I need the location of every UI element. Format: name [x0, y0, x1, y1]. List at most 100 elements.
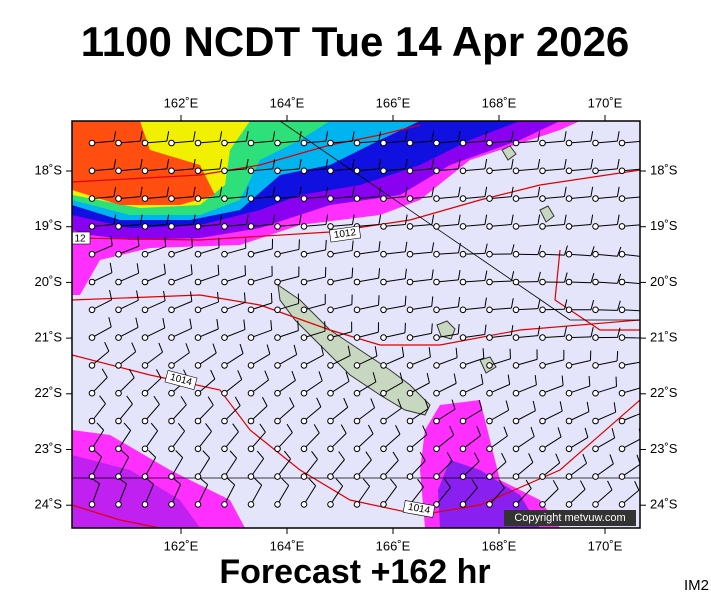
wind-barb [539, 326, 567, 341]
barb-staff [621, 463, 640, 478]
wind-barb [486, 400, 510, 425]
wind-barb [539, 349, 565, 369]
barb-flag [216, 319, 219, 330]
wind-barb [486, 298, 514, 314]
barb-flag [404, 241, 408, 252]
barb-station [141, 139, 149, 147]
barb-staff [171, 484, 182, 505]
barb-flag [281, 477, 290, 486]
barb-flag [264, 370, 270, 381]
barb-flag [108, 317, 112, 328]
barb-staff [144, 457, 157, 477]
wind-barb [221, 158, 249, 175]
barb-station [247, 473, 255, 480]
barb-station [486, 445, 493, 453]
wind-barb [115, 263, 140, 286]
barb-flag [617, 300, 621, 311]
isobar [554, 249, 640, 331]
wind-barb [353, 186, 382, 202]
barb-staff [250, 196, 273, 200]
barb-station [459, 195, 467, 202]
barb-station [618, 223, 626, 230]
wind-barb [274, 239, 300, 258]
barb-staff [277, 303, 299, 311]
island-lifou [436, 320, 456, 340]
wind-barb [88, 262, 113, 286]
barb-staff [277, 276, 299, 283]
barb-flag [404, 268, 407, 279]
barb-staff [303, 223, 326, 227]
barb-station [327, 389, 334, 397]
barb-station [353, 306, 361, 314]
barb-flag [480, 373, 484, 384]
barb-staff [409, 140, 432, 144]
wind-barb [247, 214, 276, 230]
wind-barb [433, 452, 453, 480]
wind-barb [486, 348, 511, 369]
barb-station [512, 445, 520, 453]
barb-flag [510, 186, 514, 197]
barb-staff [462, 487, 478, 505]
lat-label: 22˚S [650, 385, 678, 400]
barb-staff [409, 434, 428, 450]
barb-flag [351, 131, 355, 142]
lon-label: 168˚E [482, 95, 517, 110]
wind-barb [406, 425, 428, 453]
barb-station [115, 139, 122, 147]
wind-barb [592, 327, 621, 341]
wind-barb [380, 322, 406, 341]
wind-barb [115, 342, 137, 369]
wind-barb [539, 427, 562, 453]
wind-barb [406, 323, 433, 341]
barb-staff [118, 299, 139, 311]
barb-flag [192, 131, 196, 142]
wind-barb [327, 214, 355, 230]
barb-staff [277, 168, 300, 172]
barb-station [168, 167, 175, 175]
barb-station [380, 417, 387, 425]
wind-barb [592, 131, 620, 147]
isobar [72, 504, 161, 528]
barb-station [274, 445, 281, 453]
barb-staff [542, 223, 565, 227]
barb-flag [293, 344, 298, 355]
barb-station [459, 278, 467, 286]
wind-barb [592, 428, 616, 453]
barb-staff [303, 276, 326, 283]
barb-station [486, 139, 493, 147]
wind-barb [300, 321, 326, 341]
barb-flag [607, 480, 613, 491]
wind-barb [512, 298, 541, 314]
barb-flag [555, 453, 561, 464]
barb-flag [365, 451, 372, 461]
barb-staff [383, 433, 401, 450]
wind-barb [406, 131, 435, 147]
wind-barb [274, 293, 300, 314]
barb-staff [118, 377, 135, 394]
wind-barb [300, 158, 329, 175]
barb-flag [564, 299, 568, 310]
barb-flag [537, 298, 541, 309]
wind-barb [380, 241, 408, 258]
lon-label: 162˚E [164, 95, 199, 110]
barb-flag [345, 371, 350, 382]
barb-station [353, 362, 361, 369]
wind-barb [141, 422, 159, 453]
barb-staff [621, 224, 640, 227]
wind-barb [565, 480, 586, 508]
barb-flag [232, 423, 239, 433]
barb-station [539, 167, 546, 175]
wind-barb [115, 395, 133, 425]
barb-station [300, 250, 308, 258]
barb-flag [96, 422, 105, 431]
barb-flag [419, 451, 426, 462]
barb-staff [144, 300, 166, 311]
barb-station [247, 389, 255, 397]
wind-barb [486, 158, 514, 175]
wind-barb [380, 478, 397, 508]
barb-flag [131, 342, 137, 352]
barb-station [300, 473, 308, 480]
barb-station [565, 250, 573, 258]
barb-flag [401, 346, 405, 357]
barb-station [327, 278, 334, 286]
